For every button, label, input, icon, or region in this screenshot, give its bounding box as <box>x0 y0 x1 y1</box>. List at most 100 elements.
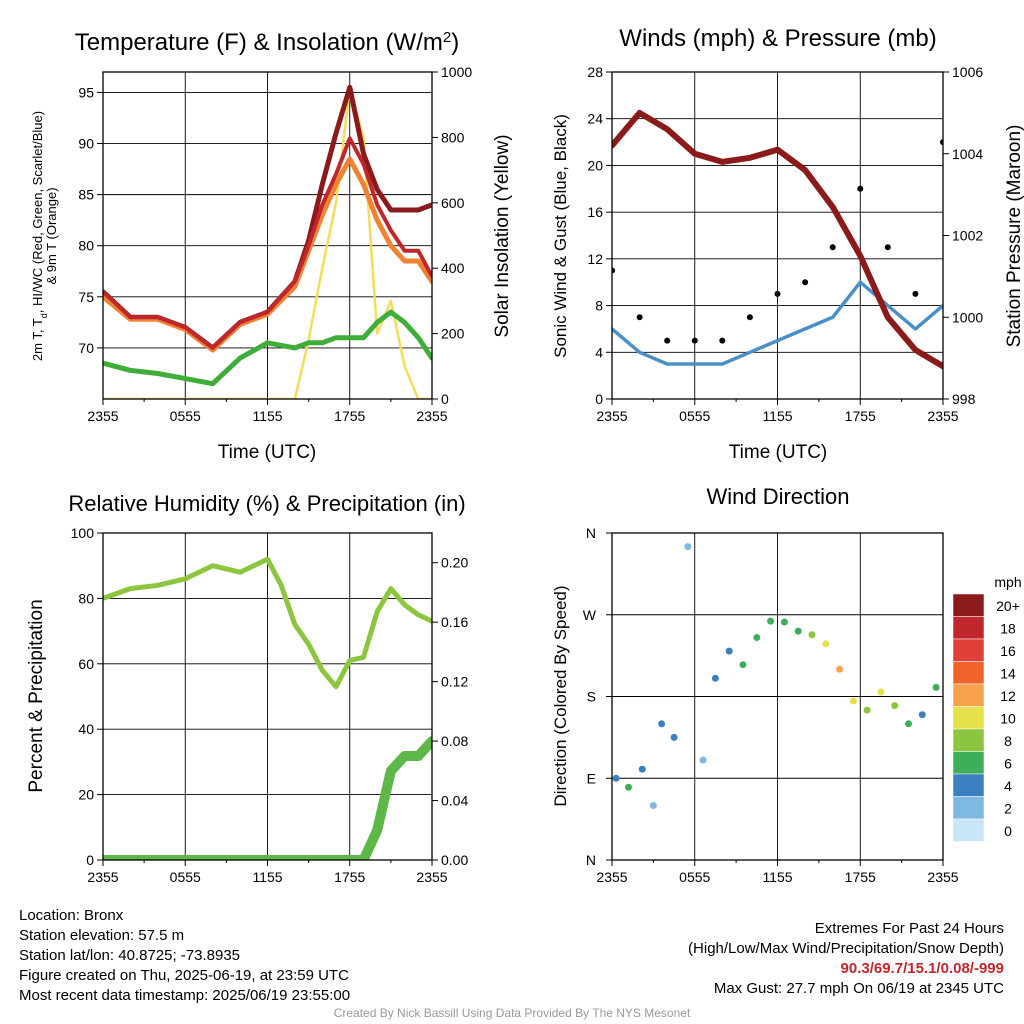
winds-gust-point <box>940 139 943 146</box>
direction-legend-swatch <box>952 616 985 640</box>
extremes-subheading: (High/Low/Max Wind/Precipitation/Snow De… <box>688 940 1004 957</box>
humidity-y-label: 80 <box>78 590 94 606</box>
humidity-y-right-label: 0.08 <box>441 733 468 749</box>
elevation-text: Station elevation: 57.5 m <box>19 927 185 944</box>
direction-legend-label: 6 <box>1004 756 1012 772</box>
direction-legend-label: 12 <box>1000 688 1016 704</box>
winds-gust-points <box>612 139 943 344</box>
direction-point <box>658 720 666 728</box>
direction-point <box>739 661 747 669</box>
direction-legend-swatch <box>952 638 985 662</box>
winds-series-sonic-wind <box>612 280 943 366</box>
humidity-chart-title: Relative Humidity (%) & Precipitation (i… <box>68 491 465 516</box>
credit-text: Created By Nick Bassill Using Data Provi… <box>333 1006 691 1020</box>
direction-point <box>794 627 802 635</box>
temperature-y-right-label: 600 <box>441 195 465 211</box>
direction-x-label: 0555 <box>679 869 710 885</box>
direction-legend-label: 20+ <box>996 598 1020 614</box>
humidity-y-label: 100 <box>71 525 95 541</box>
direction-legend-label: 16 <box>1000 643 1016 659</box>
direction-x-label: 2355 <box>596 869 627 885</box>
humidity-x-label: 2355 <box>416 869 447 885</box>
humidity-x-label: 0555 <box>170 869 201 885</box>
extremes-panel: Extremes For Past 24 Hours (High/Low/Max… <box>688 919 1004 999</box>
humidity-y-axis-label: Percent & Precipitation <box>26 599 47 792</box>
direction-legend-label: 10 <box>1000 711 1016 727</box>
temperature-y-right-label: 200 <box>441 326 465 342</box>
direction-legend-swatch <box>952 796 985 820</box>
winds-y-label: 20 <box>587 157 603 173</box>
direction-y-label: W <box>583 607 597 623</box>
temperature-y-label: 75 <box>78 289 94 305</box>
temperature-x-label: 2355 <box>87 408 118 424</box>
humidity-y-right-label: 0.04 <box>441 793 468 809</box>
direction-legend-swatch <box>952 818 985 842</box>
temperature-series-2m-t <box>103 136 432 350</box>
winds-y-label: 16 <box>587 204 603 220</box>
humidity-y-label: 20 <box>78 787 94 803</box>
direction-point <box>649 802 657 809</box>
humidity-y-label: 60 <box>78 656 94 672</box>
temperature-x-label: 2355 <box>416 408 447 424</box>
direction-y-label: S <box>587 689 596 705</box>
winds-gust-point <box>802 279 809 286</box>
direction-x-label: 2355 <box>927 869 958 885</box>
winds-y-axis-label-right: Station Pressure (Maroon) <box>1004 125 1024 348</box>
direction-x-label: 1155 <box>762 869 792 885</box>
temperature-y-label: 95 <box>78 84 94 100</box>
temperature-series-td <box>103 309 432 387</box>
winds-gust-point <box>829 244 836 251</box>
location-text: Location: Bronx <box>19 907 124 924</box>
direction-point <box>836 665 844 673</box>
direction-point <box>684 543 692 551</box>
temperature-y-right-label: 400 <box>441 260 465 276</box>
direction-legend-label: 4 <box>1004 778 1012 794</box>
winds-y-right-label: 998 <box>952 391 976 407</box>
humidity-x-label: 2355 <box>87 869 118 885</box>
winds-gust-point <box>636 314 643 321</box>
temperature-y-right-label: 800 <box>441 129 465 145</box>
temperature-x-label: 0555 <box>170 408 201 424</box>
direction-legend-swatch <box>952 706 985 730</box>
direction-points <box>612 543 940 809</box>
winds-gust-point <box>857 185 864 192</box>
winds-y-right-label: 1002 <box>952 228 983 244</box>
winds-gust-point <box>612 267 615 274</box>
extremes-heading: Extremes For Past 24 Hours <box>814 920 1004 937</box>
winds-chart-title: Winds (mph) & Pressure (mb) <box>619 25 936 52</box>
winds-x-axis-label: Time (UTC) <box>729 442 828 463</box>
direction-y-label: N <box>586 525 596 541</box>
winds-y-label: 24 <box>587 111 603 127</box>
humidity-y-right-label: 0.16 <box>441 614 468 630</box>
direction-point <box>891 702 899 710</box>
winds-y-right-label: 1004 <box>952 146 983 162</box>
direction-point <box>670 733 678 741</box>
figure-created-text: Figure created on Thu, 2025-06-19, at 23… <box>19 967 349 984</box>
temperature-y-label: 80 <box>78 238 94 254</box>
recent-data-text: Most recent data timestamp: 2025/06/19 2… <box>19 987 351 1004</box>
direction-legend-label: 0 <box>1004 823 1012 839</box>
winds-gust-point <box>664 337 671 344</box>
direction-legend-swatch <box>952 751 985 775</box>
direction-point <box>753 634 761 641</box>
temperature-x-axis-label: Time (UTC) <box>218 442 317 463</box>
direction-legend-label: 18 <box>1000 621 1016 637</box>
direction-y-axis-label: Direction (Colored By Speed) <box>551 585 570 806</box>
direction-legend-title: mph <box>994 574 1021 590</box>
winds-y-label: 12 <box>587 251 603 267</box>
temperature-chart-title: Temperature (F) & Insolation (W/m2) <box>75 29 459 57</box>
direction-y-label: E <box>587 770 596 786</box>
temperature-y-right-label: 1000 <box>441 64 472 80</box>
direction-point <box>863 706 871 714</box>
direction-point <box>625 783 632 791</box>
winds-x-label: 2355 <box>927 408 958 424</box>
direction-legend-swatch <box>952 683 985 707</box>
direction-x-label: 1755 <box>845 869 876 885</box>
direction-point <box>767 617 775 625</box>
winds-x-label: 1155 <box>762 408 792 424</box>
direction-point <box>877 688 885 696</box>
station-info: Location: Bronx Station elevation: 57.5 … <box>19 906 350 1006</box>
temperature-y-axis-label-right: Solar Insolation (Yellow) <box>492 134 513 337</box>
winds-gust-point <box>912 290 919 297</box>
